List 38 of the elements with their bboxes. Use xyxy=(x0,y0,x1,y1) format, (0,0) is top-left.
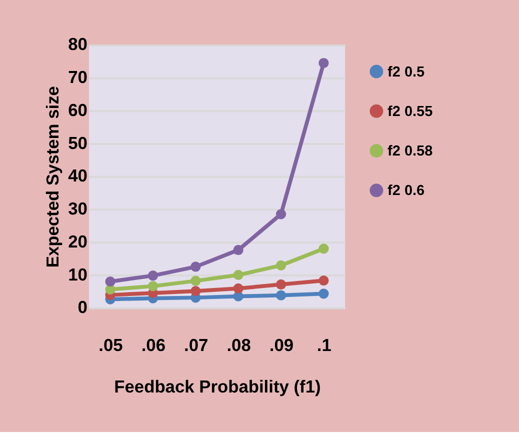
x-tick-label: .07 xyxy=(184,334,208,355)
point xyxy=(276,279,286,290)
point xyxy=(276,209,286,220)
x-axis-title: Feedback Probability (f1) xyxy=(114,376,321,396)
point xyxy=(318,58,329,68)
y-tick-label: 20 xyxy=(68,231,88,252)
point xyxy=(276,290,286,300)
legend-label: f2 0.58 xyxy=(388,144,433,160)
point xyxy=(148,281,158,292)
point xyxy=(233,244,244,256)
x-tick-label: .06 xyxy=(141,334,166,355)
legend-label: f2 0.5 xyxy=(388,64,425,80)
point xyxy=(318,244,329,254)
point xyxy=(105,276,116,287)
x-tick-label: .09 xyxy=(269,334,294,355)
point xyxy=(233,283,244,294)
point xyxy=(233,270,244,280)
y-tick-label: 70 xyxy=(68,67,88,88)
x-tick-label: .1 xyxy=(316,334,332,355)
legend-label: f2 0.6 xyxy=(388,183,425,200)
point xyxy=(318,275,329,286)
y-tick-label: 10 xyxy=(68,264,88,284)
point xyxy=(190,286,201,296)
y-tick-label: 60 xyxy=(68,100,88,120)
point xyxy=(148,270,158,281)
point xyxy=(190,276,201,286)
y-axis-title: Expected System size xyxy=(42,86,62,268)
y-tick-label: 80 xyxy=(68,34,88,54)
point xyxy=(276,260,286,270)
x-tick-label: .08 xyxy=(226,334,252,355)
x-tick-label: .05 xyxy=(98,334,124,355)
point xyxy=(190,262,201,272)
y-tick-label: 30 xyxy=(68,198,88,219)
point xyxy=(318,288,329,299)
y-tick-label: 0 xyxy=(78,297,88,318)
y-tick-label: 40 xyxy=(68,166,88,186)
y-tick-label: 50 xyxy=(68,132,88,153)
legend-label: f2 0.55 xyxy=(388,104,433,120)
